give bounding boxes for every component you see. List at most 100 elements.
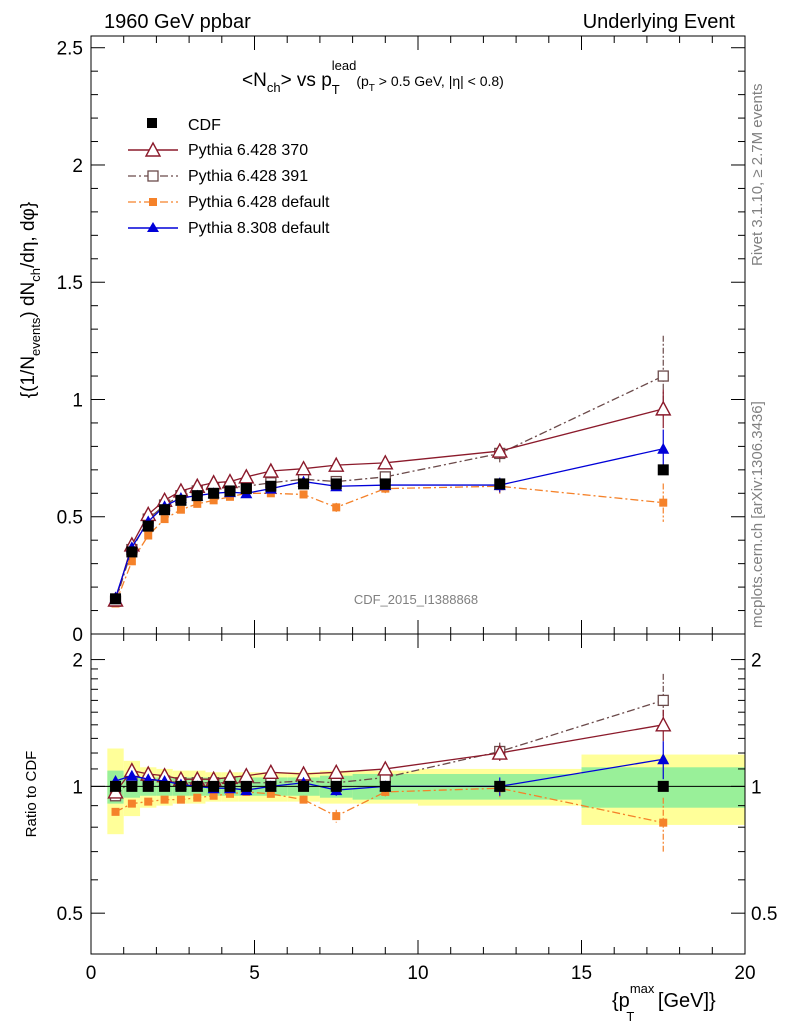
svg-text:Rivet 3.1.10, ≥ 2.7M events: Rivet 3.1.10, ≥ 2.7M events bbox=[749, 84, 766, 267]
legend-marker-pythia6-default bbox=[149, 198, 157, 206]
data-point bbox=[298, 478, 310, 490]
data-point bbox=[332, 503, 341, 512]
series-line bbox=[114, 448, 664, 598]
data-point bbox=[328, 456, 345, 472]
legend-entry-pythia6-370: Pythia 6.428 370 bbox=[128, 141, 308, 159]
ratio-y-tick-label: 0.5 bbox=[57, 904, 83, 925]
data-point bbox=[659, 498, 668, 507]
data-point bbox=[657, 370, 669, 382]
data-point bbox=[262, 763, 280, 779]
data-point bbox=[379, 478, 391, 490]
data-point bbox=[332, 812, 341, 821]
ratio-y-axis-label: Ratio to CDF bbox=[23, 751, 40, 838]
x-tick-label: 15 bbox=[571, 963, 592, 984]
legend-entry-pythia6-default: Pythia 6.428 default bbox=[128, 194, 330, 211]
data-point bbox=[377, 454, 394, 470]
x-tick-label: 10 bbox=[407, 963, 428, 984]
y-tick-label: 0 bbox=[72, 625, 83, 646]
legend-entry-pythia8-default: Pythia 8.308 default bbox=[128, 220, 330, 237]
data-point bbox=[111, 807, 120, 816]
y-tick-label: 1.5 bbox=[57, 273, 83, 294]
data-point bbox=[160, 795, 169, 804]
header-right: Underlying Event bbox=[583, 11, 736, 33]
data-point bbox=[193, 499, 202, 508]
data-point bbox=[657, 442, 670, 454]
data-point bbox=[176, 505, 185, 514]
mcplots-reference-text: mcplots.cern.ch [arXiv:1306.3436] bbox=[749, 401, 766, 628]
data-point bbox=[657, 694, 669, 707]
data-point bbox=[126, 546, 138, 558]
legend-marker-cdf bbox=[147, 118, 157, 128]
plot-title: <Nch> vs pTlead(pT > 0.5 GeV, |η| < 0.8) bbox=[242, 58, 504, 97]
ratio-y-tick-label-right: 1 bbox=[751, 777, 762, 798]
svg-text:{(1/Nevents) dNch/dη, dφ}: {(1/Nevents) dNch/dη, dφ} bbox=[18, 202, 43, 398]
data-point bbox=[159, 504, 171, 516]
data-point bbox=[238, 468, 255, 484]
watermark: CDF_2015_I1388868 bbox=[354, 592, 478, 607]
legend-label-pythia6-391: Pythia 6.428 391 bbox=[188, 168, 308, 185]
data-point bbox=[330, 478, 342, 490]
data-point bbox=[659, 818, 668, 827]
legend-marker-pythia6-391 bbox=[147, 170, 159, 182]
data-point bbox=[262, 462, 280, 478]
data-point bbox=[265, 480, 277, 492]
legend-label-pythia6-370: Pythia 6.428 370 bbox=[188, 142, 308, 159]
data-point bbox=[657, 753, 670, 765]
legend: CDF Pythia 6.428 370 Pythia 6.428 391 Py… bbox=[128, 117, 330, 237]
data-point bbox=[299, 490, 308, 499]
data-point bbox=[125, 769, 138, 781]
data-point bbox=[377, 760, 394, 776]
data-point bbox=[299, 795, 308, 804]
x-tick-label: 20 bbox=[734, 963, 755, 984]
data-point bbox=[191, 490, 203, 502]
data-point bbox=[209, 791, 218, 800]
data-point bbox=[208, 487, 220, 499]
series-2 bbox=[109, 335, 669, 802]
svg-text:Ratio to CDF: Ratio to CDF bbox=[23, 751, 40, 838]
data-point bbox=[491, 744, 508, 760]
y-axis-label: {(1/Nevents) dNch/dη, dφ} bbox=[18, 202, 43, 398]
data-point bbox=[142, 520, 154, 532]
data-point bbox=[176, 795, 185, 804]
y-tick-label: 1 bbox=[72, 390, 83, 411]
x-axis-label: {pmax T [GeV]} bbox=[612, 981, 716, 1024]
y-tick-label: 2 bbox=[72, 156, 83, 177]
data-point bbox=[224, 485, 236, 497]
data-point bbox=[144, 531, 153, 540]
rivet-version-text: Rivet 3.1.10, ≥ 2.7M events bbox=[749, 84, 766, 267]
ratio-y-tick-label-right: 2 bbox=[751, 651, 762, 672]
data-point bbox=[491, 442, 508, 458]
ratio-y-tick-label: 1 bbox=[72, 777, 83, 798]
legend-entry-cdf: CDF bbox=[147, 117, 221, 134]
legend-label-pythia8-default: Pythia 8.308 default bbox=[188, 220, 330, 237]
data-point bbox=[328, 763, 345, 779]
legend-entry-pythia6-391: Pythia 6.428 391 bbox=[128, 168, 308, 185]
data-point bbox=[144, 797, 153, 806]
y-tick-label: 2.5 bbox=[57, 39, 83, 60]
data-point bbox=[655, 716, 672, 732]
legend-label-cdf: CDF bbox=[188, 117, 221, 134]
y-tick-label: 0.5 bbox=[57, 508, 83, 529]
data-point bbox=[225, 789, 234, 798]
legend-marker-pythia8-default bbox=[147, 222, 159, 232]
header-left: 1960 GeV ppbar bbox=[104, 11, 251, 33]
data-point bbox=[127, 557, 136, 566]
data-point bbox=[175, 494, 187, 506]
series-line bbox=[115, 699, 664, 797]
data-point bbox=[655, 400, 672, 416]
svg-text:mcplots.cern.ch [arXiv:1306.34: mcplots.cern.ch [arXiv:1306.3436] bbox=[749, 401, 766, 628]
legend-marker-pythia6-370 bbox=[144, 141, 162, 157]
x-tick-label: 5 bbox=[249, 963, 260, 984]
data-point bbox=[240, 483, 252, 495]
ratio-y-tick-label-right: 0.5 bbox=[751, 904, 777, 925]
ratio-y-tick-label: 2 bbox=[72, 651, 83, 672]
series-0 bbox=[110, 464, 669, 792]
data-point bbox=[657, 464, 669, 476]
data-point bbox=[295, 460, 312, 476]
data-point bbox=[160, 515, 169, 524]
data-point bbox=[127, 799, 136, 808]
data-point bbox=[193, 793, 202, 802]
data-point bbox=[266, 789, 275, 798]
legend-label-pythia6-default: Pythia 6.428 default bbox=[188, 194, 330, 211]
